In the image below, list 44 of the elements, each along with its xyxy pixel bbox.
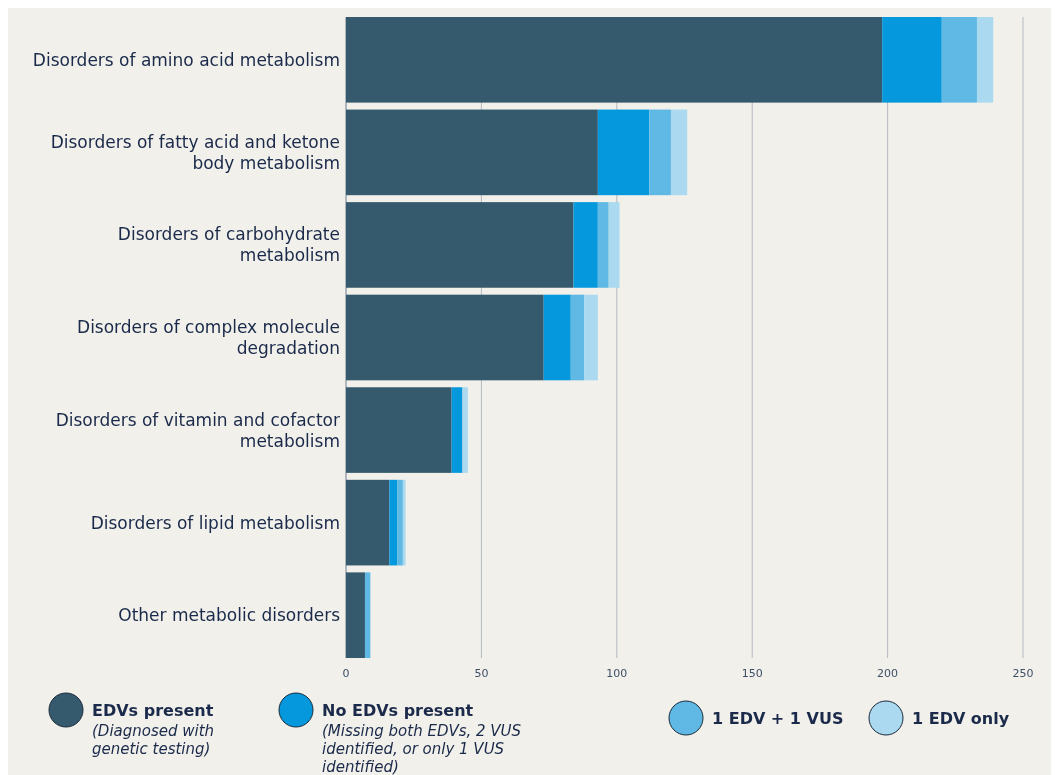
bar xyxy=(584,294,598,381)
bar xyxy=(346,387,452,473)
y-tick-label: Disorders of complex molecule degradation xyxy=(77,317,340,358)
bar xyxy=(346,17,883,103)
bar xyxy=(346,202,574,288)
bar xyxy=(573,202,598,288)
bar xyxy=(570,294,585,381)
y-tick-label: Disorders of vitamin and cofactor metabolism xyxy=(55,409,340,451)
bar xyxy=(346,479,390,566)
legend-label: 1 EDV only xyxy=(912,709,1010,728)
bar xyxy=(597,109,650,196)
bar xyxy=(941,17,977,103)
bar xyxy=(597,202,609,288)
y-tick-label: Other metabolic disorders xyxy=(118,605,341,626)
bar xyxy=(364,572,371,658)
bar xyxy=(346,572,365,658)
bar xyxy=(397,479,403,566)
x-tick-label: 0 xyxy=(342,667,350,680)
bar xyxy=(462,387,468,473)
legend-label: No EDVs present xyxy=(322,701,474,720)
text: (Missing both EDVs, 2 VUS identified, or only 1 VUS identified) xyxy=(322,722,522,775)
text: (Diagnosed with genetic testing) xyxy=(92,722,215,758)
bar xyxy=(402,479,406,566)
y-tick-label: Disorders of amino acid metabolism xyxy=(32,49,340,70)
x-tick-label: 100 xyxy=(606,667,628,680)
bar xyxy=(976,17,994,103)
bar xyxy=(389,479,398,566)
bar xyxy=(608,202,620,288)
y-tick-label: Disorders of lipid metabolism xyxy=(90,512,340,533)
bar xyxy=(670,109,688,196)
legend-label: 1 EDV + 1 VUS xyxy=(712,709,844,728)
bar xyxy=(451,387,463,473)
bar xyxy=(543,294,571,381)
legend-label: EDVs present xyxy=(92,701,214,720)
x-tick-label: 250 xyxy=(1012,667,1034,680)
y-tick-label: Disorders of carbohydrate metabolism xyxy=(117,224,340,266)
bar xyxy=(649,109,671,196)
bar xyxy=(882,17,942,103)
bar xyxy=(346,109,598,196)
x-tick-label: 200 xyxy=(877,667,899,680)
x-tick-label: 50 xyxy=(474,667,489,680)
y-tick-label: Disorders of fatty acid and ketone body metabolism xyxy=(50,131,340,173)
x-tick-label: 150 xyxy=(741,667,763,680)
bar xyxy=(346,294,544,381)
